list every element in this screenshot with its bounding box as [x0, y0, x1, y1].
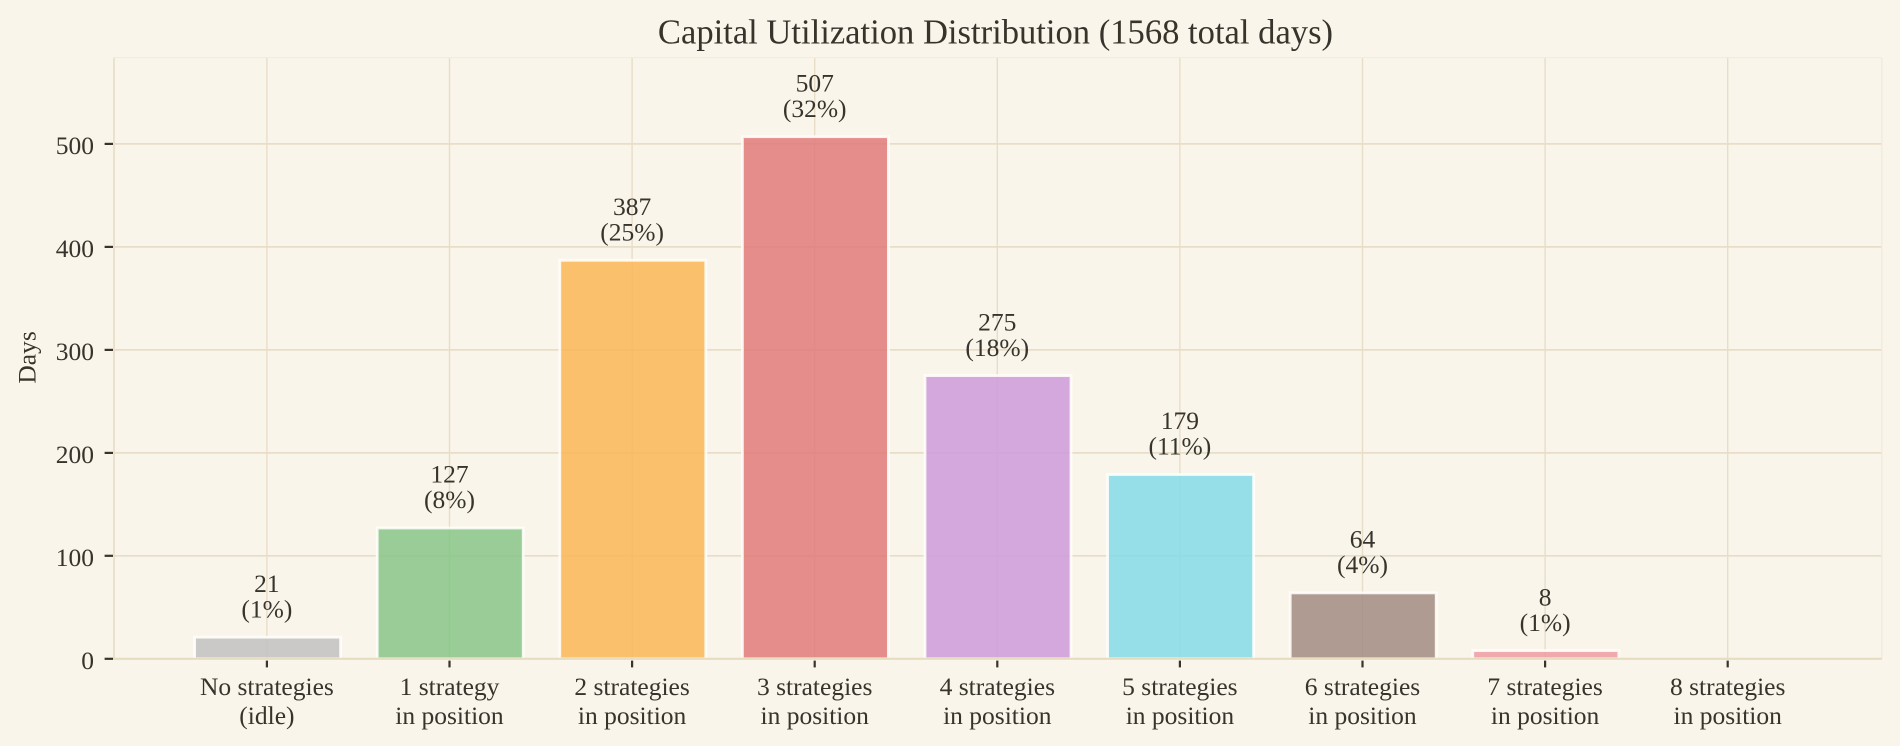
svg-text:7 strategies: 7 strategies	[1487, 672, 1602, 701]
svg-text:200: 200	[56, 440, 94, 469]
svg-text:Capital Utilization Distributi: Capital Utilization Distribution (1568 t…	[658, 13, 1333, 51]
svg-text:in position: in position	[578, 701, 687, 730]
svg-text:(idle): (idle)	[239, 701, 294, 730]
svg-text:in position: in position	[1308, 701, 1417, 730]
svg-text:No strategies: No strategies	[200, 672, 334, 701]
svg-text:2 strategies: 2 strategies	[574, 672, 689, 701]
svg-text:21: 21	[254, 569, 280, 598]
svg-text:0: 0	[81, 646, 94, 675]
svg-text:in position: in position	[761, 701, 870, 730]
svg-text:4 strategies: 4 strategies	[940, 672, 1055, 701]
svg-text:(1%): (1%)	[241, 594, 292, 623]
svg-text:in position: in position	[1126, 701, 1235, 730]
svg-text:400: 400	[56, 234, 94, 263]
svg-text:(4%): (4%)	[1337, 550, 1388, 579]
svg-text:(25%): (25%)	[600, 218, 664, 247]
svg-text:8 strategies: 8 strategies	[1670, 672, 1785, 701]
svg-text:100: 100	[56, 543, 94, 572]
svg-text:387: 387	[613, 192, 652, 221]
svg-text:275: 275	[978, 307, 1016, 336]
svg-text:in position: in position	[395, 701, 504, 730]
svg-text:179: 179	[1161, 406, 1199, 435]
svg-text:8: 8	[1539, 582, 1552, 611]
svg-text:Days: Days	[13, 331, 42, 383]
svg-text:(8%): (8%)	[424, 485, 475, 514]
svg-text:(1%): (1%)	[1520, 608, 1571, 637]
svg-text:(11%): (11%)	[1149, 432, 1212, 461]
svg-text:(32%): (32%)	[783, 94, 847, 123]
svg-text:64: 64	[1350, 525, 1376, 554]
svg-text:in position: in position	[1491, 701, 1600, 730]
svg-text:507: 507	[796, 68, 835, 97]
svg-text:300: 300	[56, 337, 94, 366]
svg-text:in position: in position	[943, 701, 1052, 730]
svg-text:1 strategy: 1 strategy	[400, 672, 500, 701]
svg-text:5 strategies: 5 strategies	[1122, 672, 1237, 701]
svg-text:127: 127	[430, 460, 469, 489]
svg-text:6 strategies: 6 strategies	[1305, 672, 1420, 701]
svg-text:3 strategies: 3 strategies	[757, 672, 872, 701]
svg-text:500: 500	[56, 131, 94, 160]
svg-text:(18%): (18%)	[965, 333, 1029, 362]
svg-text:in position: in position	[1674, 701, 1783, 730]
